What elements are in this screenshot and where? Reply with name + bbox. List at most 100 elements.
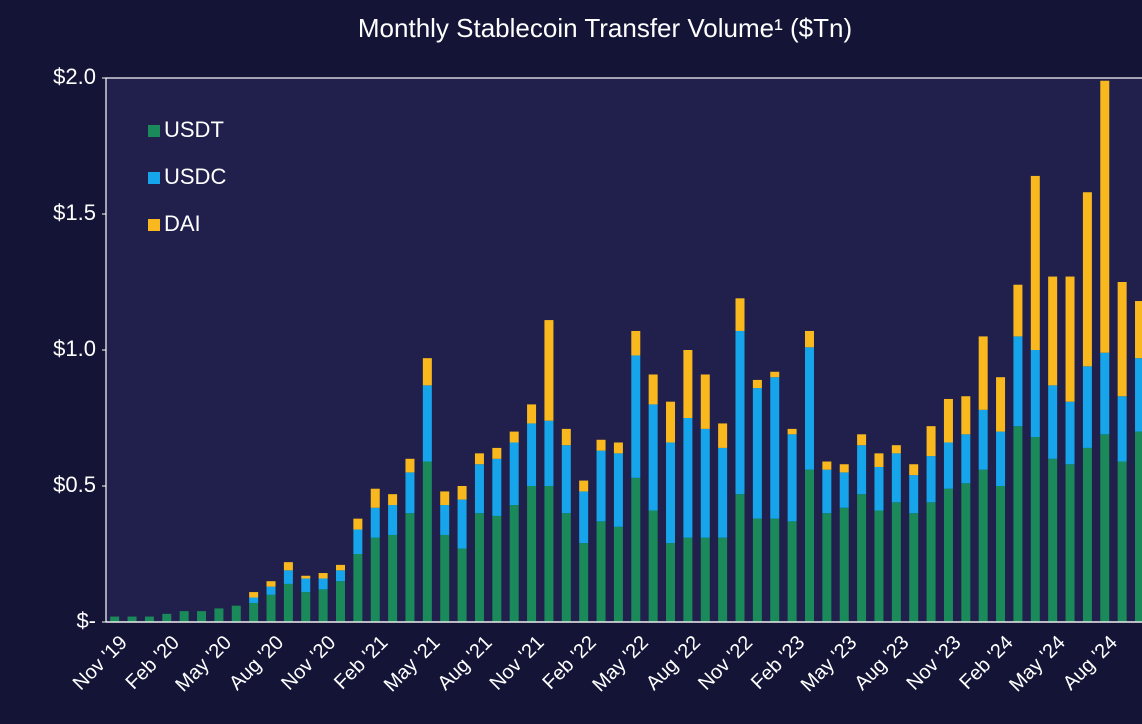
bar-segment xyxy=(666,401,676,443)
bar-segment xyxy=(353,554,363,622)
bar-segment xyxy=(752,388,762,519)
legend-label: USDT xyxy=(164,117,224,142)
bar-segment xyxy=(943,398,953,443)
bar-segment xyxy=(301,578,311,593)
bar-segment xyxy=(1030,350,1040,438)
bar-segment xyxy=(735,494,745,622)
bar-segment xyxy=(1135,431,1142,622)
bar-segment xyxy=(422,461,432,622)
bar-segment xyxy=(335,581,345,622)
bar-segment xyxy=(388,534,398,622)
y-tick-label: $2.0 xyxy=(53,64,96,89)
chart-title: Monthly Stablecoin Transfer Volume¹ ($Tn… xyxy=(358,13,852,43)
bar-segment xyxy=(405,458,415,473)
x-tick-label: May '20 xyxy=(171,632,236,697)
bar-segment xyxy=(631,330,641,356)
bar-segment xyxy=(752,379,762,389)
x-tick-label: Nov '19 xyxy=(69,632,132,695)
bar-segment xyxy=(1030,175,1040,350)
bar-segment xyxy=(492,458,502,516)
bar-segment xyxy=(127,616,137,622)
bar-segment xyxy=(1013,336,1023,427)
bar-segment xyxy=(353,518,363,530)
bar-segment xyxy=(787,428,797,435)
x-tick-label: May '21 xyxy=(380,632,445,697)
bar-segment xyxy=(1065,464,1075,622)
bar-segment xyxy=(596,439,606,451)
bar-segment xyxy=(1048,276,1058,386)
bar-segment xyxy=(561,445,571,514)
bar-segment xyxy=(631,355,641,478)
bar-segment xyxy=(926,502,936,622)
y-tick-label: $1.0 xyxy=(53,336,96,361)
bar-segment xyxy=(197,611,207,622)
bar-segment xyxy=(370,537,380,622)
bar-segment xyxy=(996,377,1006,432)
bar-segment xyxy=(787,521,797,622)
bar-segment xyxy=(283,570,293,584)
bar-segment xyxy=(1082,447,1092,622)
bar-segment xyxy=(1065,276,1075,402)
bar-segment xyxy=(266,581,276,587)
bar-segment xyxy=(579,491,589,544)
bar-segment xyxy=(961,396,971,435)
bar-segment xyxy=(283,562,293,571)
bar-segment xyxy=(718,537,728,622)
legend-label: USDC xyxy=(164,164,226,189)
bar-segment xyxy=(718,423,728,448)
bar-segment xyxy=(1100,434,1110,622)
x-tick-label: Aug '22 xyxy=(642,632,705,695)
bar-segment xyxy=(474,464,484,514)
bar-segment xyxy=(874,466,884,511)
legend-swatch xyxy=(148,125,160,137)
bar-segment xyxy=(943,488,953,622)
bar-segment xyxy=(579,480,589,492)
bar-segment xyxy=(579,543,589,622)
bar-segment xyxy=(700,428,710,538)
bar-segment xyxy=(909,464,919,476)
bar-segment xyxy=(509,442,519,506)
x-tick-label: May '22 xyxy=(588,632,653,697)
bar-segment xyxy=(978,469,988,622)
bar-segment xyxy=(283,583,293,622)
bar-segment xyxy=(405,513,415,622)
x-tick-label: Nov '22 xyxy=(694,632,757,695)
bar-segment xyxy=(492,447,502,459)
bar-segment xyxy=(735,298,745,331)
bar-segment xyxy=(335,564,345,571)
bar-segment xyxy=(804,330,814,348)
bar-segment xyxy=(335,570,345,582)
bar-segment xyxy=(1065,401,1075,465)
bar-segment xyxy=(1135,301,1142,359)
bar-segment xyxy=(474,453,484,465)
bar-segment xyxy=(388,494,398,506)
x-tick-label: Aug '20 xyxy=(225,632,288,695)
bar-segment xyxy=(1100,80,1110,353)
x-tick-label: May '24 xyxy=(1005,632,1070,697)
bar-segment xyxy=(544,420,554,486)
bar-segment xyxy=(857,434,867,446)
bar-segment xyxy=(1048,385,1058,459)
bar-segment xyxy=(822,461,832,470)
legend-swatch xyxy=(148,219,160,231)
bar-segment xyxy=(370,507,380,538)
bar-segment xyxy=(1117,396,1127,462)
bar-segment xyxy=(683,418,693,538)
bar-segment xyxy=(596,521,606,622)
bar-segment xyxy=(648,404,658,511)
bar-segment xyxy=(874,510,884,622)
bar-segment xyxy=(770,371,780,378)
bar-segment xyxy=(266,594,276,622)
bar-segment xyxy=(909,475,919,514)
bar-segment xyxy=(492,515,502,622)
bar-segment xyxy=(718,447,728,538)
bar-segment xyxy=(943,442,953,489)
x-tick-label: Aug '23 xyxy=(850,632,913,695)
bar-segment xyxy=(318,578,328,590)
bar-segment xyxy=(1082,366,1092,448)
x-tick-label: Aug '21 xyxy=(434,632,497,695)
bar-segment xyxy=(318,573,328,579)
bar-segment xyxy=(891,502,901,622)
bar-segment xyxy=(249,597,259,603)
